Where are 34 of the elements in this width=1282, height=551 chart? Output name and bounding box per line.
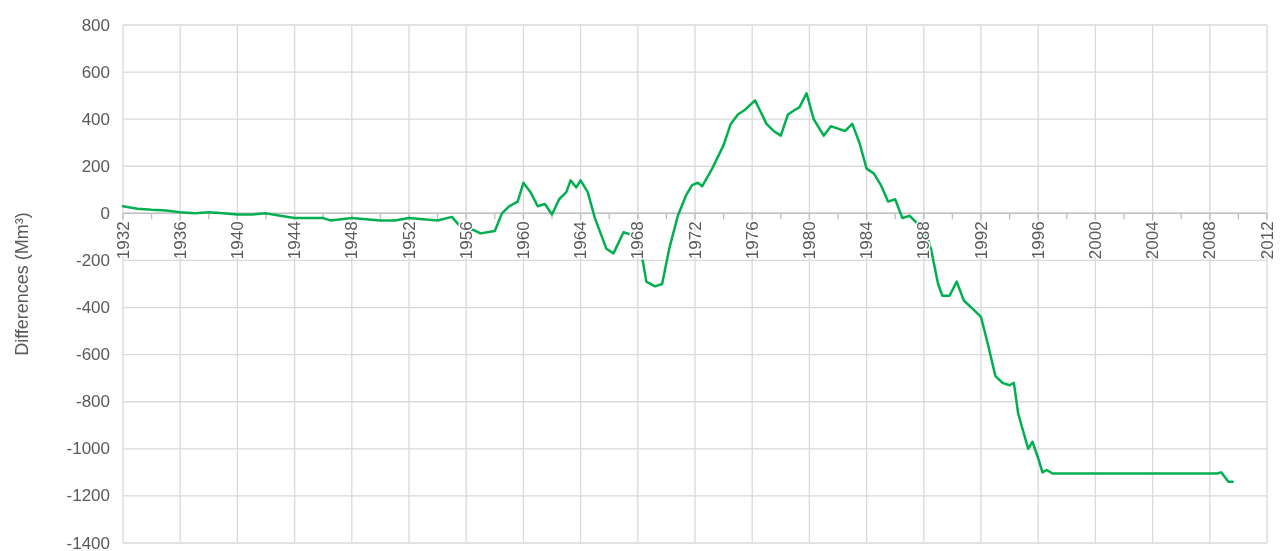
x-tick-label: 1980 — [799, 221, 819, 260]
y-tick-label: -600 — [75, 345, 110, 365]
x-tick-label: 2000 — [1085, 221, 1105, 260]
x-tick-label: 1936 — [170, 221, 190, 260]
x-tick-label: 1972 — [685, 221, 705, 260]
x-tick-label: 1960 — [513, 221, 533, 260]
y-tick-label: -800 — [75, 392, 110, 412]
y-tick-label: 400 — [81, 109, 110, 129]
x-tick-label: 1984 — [857, 221, 877, 260]
y-tick-label: -1400 — [66, 533, 110, 551]
x-tick-label: 1948 — [342, 221, 362, 260]
y-tick-label: -200 — [75, 250, 110, 270]
x-tick-label: 1932 — [113, 221, 133, 260]
x-tick-label: 1976 — [742, 221, 762, 260]
y-tick-label: 800 — [81, 15, 110, 35]
x-tick-label: 2004 — [1143, 221, 1163, 260]
x-tick-label: 2012 — [1257, 221, 1277, 260]
y-axis-title: Differences (Mm³) — [12, 212, 32, 356]
y-tick-label: -400 — [75, 298, 110, 318]
y-tick-label: 600 — [81, 62, 110, 82]
x-tick-label: 1988 — [914, 221, 934, 260]
x-tick-label: 1968 — [628, 221, 648, 260]
x-tick-label: 1992 — [971, 221, 991, 260]
y-tick-label: -1200 — [66, 486, 110, 506]
x-tick-label: 1996 — [1028, 221, 1048, 260]
y-tick-label: -1000 — [66, 439, 110, 459]
y-tick-label: 0 — [100, 203, 110, 223]
x-tick-label: 1944 — [285, 221, 305, 260]
x-tick-label: 1956 — [456, 221, 476, 260]
x-tick-label: 1940 — [227, 221, 247, 260]
x-tick-label: 2008 — [1200, 221, 1220, 260]
y-tick-label: 200 — [81, 156, 110, 176]
x-tick-label: 1952 — [399, 221, 419, 260]
x-tick-label: 1964 — [571, 221, 591, 260]
